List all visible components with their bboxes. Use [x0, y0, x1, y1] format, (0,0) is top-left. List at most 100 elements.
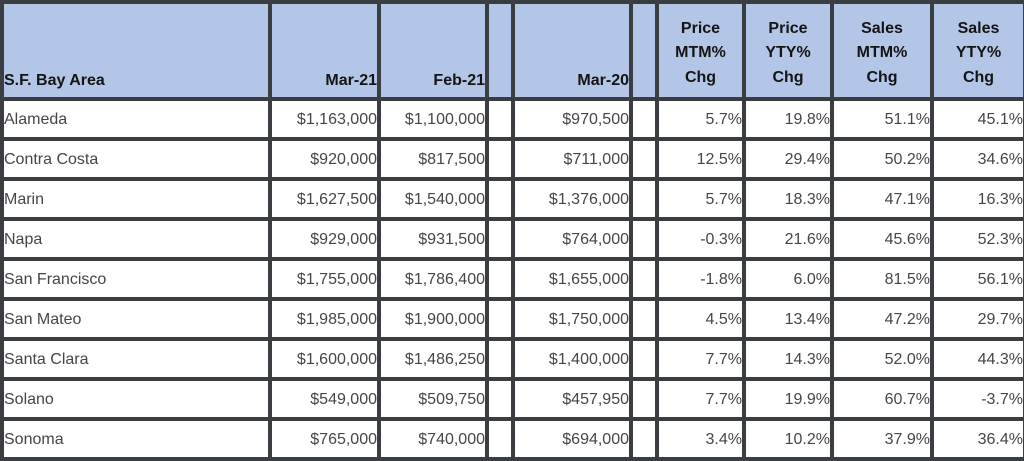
- cell-price-yty: 6.0%: [742, 257, 834, 301]
- cell-mar20: $1,400,000: [511, 337, 633, 381]
- cell-spacer2: [629, 177, 659, 221]
- cell-feb21: $1,486,250: [377, 337, 489, 381]
- cell-feb21: $1,786,400: [377, 257, 489, 301]
- table-header: S.F. Bay Area Mar-21 Feb-21 Mar-20 Price…: [0, 0, 1024, 101]
- cell-price-yty: 14.3%: [742, 337, 834, 381]
- cell-sales-yty: 29.7%: [930, 297, 1024, 341]
- cell-price-mtm: -1.8%: [655, 257, 746, 301]
- cell-sales-mtm: 37.9%: [830, 417, 934, 461]
- table-row: Santa Clara $1,600,000 $1,486,250 $1,400,00…: [0, 337, 1024, 381]
- cell-price-mtm: 3.4%: [655, 417, 746, 461]
- cell-price-mtm: 12.5%: [655, 137, 746, 181]
- cell-mar21: $1,600,000: [268, 337, 381, 381]
- table-row: Napa $929,000 $931,500 $764,000 -0.3% 21.6% 45…: [0, 217, 1024, 261]
- table-body: Alameda $1,163,000 $1,100,000 $970,500 5.7% 1…: [0, 97, 1024, 461]
- cell-mar20: $764,000: [511, 217, 633, 261]
- cell-sales-yty: 52.3%: [930, 217, 1024, 261]
- cell-sales-yty: 56.1%: [930, 257, 1024, 301]
- cell-feb21: $931,500: [377, 217, 489, 261]
- cell-feb21: $817,500: [377, 137, 489, 181]
- cell-price-mtm: -0.3%: [655, 217, 746, 261]
- cell-price-yty: 13.4%: [742, 297, 834, 341]
- cell-price-yty: 21.6%: [742, 217, 834, 261]
- cell-mar20: $711,000: [511, 137, 633, 181]
- cell-area: Marin: [0, 177, 272, 221]
- table-row: Solano $549,000 $509,750 $457,950 7.7% 19.9% 6…: [0, 377, 1024, 421]
- cell-mar20: $970,500: [511, 97, 633, 141]
- header-sales-mtm-chg: Sales MTM% Chg: [830, 0, 934, 101]
- header-price-mtm-chg: Price MTM% Chg: [655, 0, 746, 101]
- cell-sales-yty: 34.6%: [930, 137, 1024, 181]
- table-row: Alameda $1,163,000 $1,100,000 $970,500 5.7% 1…: [0, 97, 1024, 141]
- cell-area: San Francisco: [0, 257, 272, 301]
- header-mar20: Mar-20: [511, 0, 633, 101]
- cell-mar20: $1,655,000: [511, 257, 633, 301]
- cell-spacer2: [629, 417, 659, 461]
- cell-spacer1: [485, 217, 515, 261]
- cell-sales-mtm: 47.2%: [830, 297, 934, 341]
- cell-price-yty: 19.8%: [742, 97, 834, 141]
- cell-spacer2: [629, 377, 659, 421]
- cell-feb21: $1,900,000: [377, 297, 489, 341]
- cell-sales-yty: 44.3%: [930, 337, 1024, 381]
- cell-sales-mtm: 50.2%: [830, 137, 934, 181]
- cell-price-mtm: 7.7%: [655, 377, 746, 421]
- cell-area: Sonoma: [0, 417, 272, 461]
- cell-price-yty: 29.4%: [742, 137, 834, 181]
- header-spacer-1: [485, 0, 515, 101]
- cell-feb21: $1,100,000: [377, 97, 489, 141]
- cell-area: Contra Costa: [0, 137, 272, 181]
- cell-spacer2: [629, 217, 659, 261]
- cell-price-yty: 18.3%: [742, 177, 834, 221]
- header-spacer-2: [629, 0, 659, 101]
- cell-mar21: $1,163,000: [268, 97, 381, 141]
- cell-mar21: $1,755,000: [268, 257, 381, 301]
- cell-feb21: $1,540,000: [377, 177, 489, 221]
- cell-sales-mtm: 52.0%: [830, 337, 934, 381]
- table-row: Marin $1,627,500 $1,540,000 $1,376,000 5.7% 1…: [0, 177, 1024, 221]
- cell-mar21: $920,000: [268, 137, 381, 181]
- header-area: S.F. Bay Area: [0, 0, 272, 101]
- header-feb21: Feb-21: [377, 0, 489, 101]
- cell-feb21: $509,750: [377, 377, 489, 421]
- cell-mar20: $457,950: [511, 377, 633, 421]
- cell-spacer1: [485, 177, 515, 221]
- cell-price-mtm: 5.7%: [655, 177, 746, 221]
- cell-area: Napa: [0, 217, 272, 261]
- table-row: San Mateo $1,985,000 $1,900,000 $1,750,000 4…: [0, 297, 1024, 341]
- cell-mar20: $694,000: [511, 417, 633, 461]
- header-row: S.F. Bay Area Mar-21 Feb-21 Mar-20 Price…: [0, 0, 1024, 101]
- cell-sales-mtm: 51.1%: [830, 97, 934, 141]
- cell-spacer2: [629, 257, 659, 301]
- cell-spacer1: [485, 337, 515, 381]
- cell-spacer2: [629, 297, 659, 341]
- cell-area: Santa Clara: [0, 337, 272, 381]
- cell-area: San Mateo: [0, 297, 272, 341]
- cell-price-yty: 10.2%: [742, 417, 834, 461]
- header-sales-yty-chg: Sales YTY% Chg: [930, 0, 1024, 101]
- table-row: San Francisco $1,755,000 $1,786,400 $1,655,…: [0, 257, 1024, 301]
- cell-mar21: $549,000: [268, 377, 381, 421]
- cell-mar21: $1,627,500: [268, 177, 381, 221]
- cell-price-mtm: 7.7%: [655, 337, 746, 381]
- cell-area: Alameda: [0, 97, 272, 141]
- cell-sales-mtm: 60.7%: [830, 377, 934, 421]
- cell-mar20: $1,750,000: [511, 297, 633, 341]
- cell-mar21: $765,000: [268, 417, 381, 461]
- cell-spacer1: [485, 297, 515, 341]
- cell-area: Solano: [0, 377, 272, 421]
- cell-spacer1: [485, 137, 515, 181]
- cell-sales-mtm: 45.6%: [830, 217, 934, 261]
- header-price-yty-chg: Price YTY% Chg: [742, 0, 834, 101]
- cell-spacer2: [629, 137, 659, 181]
- cell-sales-yty: 16.3%: [930, 177, 1024, 221]
- cell-spacer1: [485, 257, 515, 301]
- cell-spacer1: [485, 417, 515, 461]
- cell-sales-yty: 36.4%: [930, 417, 1024, 461]
- cell-price-mtm: 4.5%: [655, 297, 746, 341]
- cell-spacer2: [629, 97, 659, 141]
- table-row: Sonoma $765,000 $740,000 $694,000 3.4% 10.2% 3…: [0, 417, 1024, 461]
- cell-spacer2: [629, 337, 659, 381]
